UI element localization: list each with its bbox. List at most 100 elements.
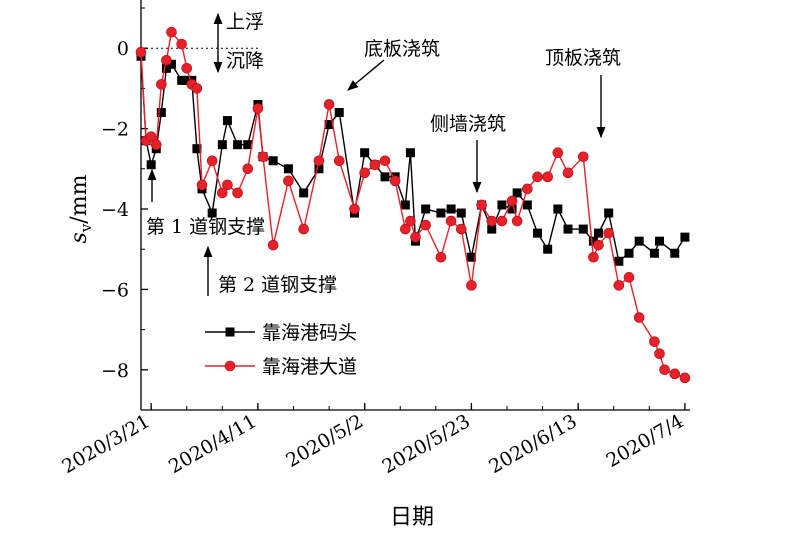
x-tick-label: 2020/5/2 (282, 410, 367, 472)
data-point (466, 280, 477, 291)
data-point (649, 336, 660, 347)
x-axis-title: 日期 (390, 505, 434, 530)
x-tick-label: 2020/5/23 (379, 410, 474, 478)
data-point (298, 223, 309, 235)
data-point (167, 59, 176, 69)
x-tick-label: 2020/4/11 (165, 410, 260, 478)
data-point (283, 164, 293, 174)
data-point (543, 244, 553, 254)
settlement-label: 沉降 (226, 50, 264, 72)
sidewall-pour-label: 侧墙浇筑 (430, 113, 506, 135)
data-point (196, 179, 208, 191)
data-point (623, 272, 635, 283)
data-point (578, 224, 588, 234)
data-point (405, 215, 416, 227)
data-point (624, 248, 634, 258)
data-point (314, 164, 324, 174)
data-point (506, 195, 518, 207)
data-point (649, 248, 659, 258)
data-point (232, 187, 243, 199)
data-point (182, 75, 192, 85)
data-point (181, 63, 193, 74)
data-point (476, 199, 487, 211)
data-point (379, 155, 391, 167)
data-point (455, 223, 467, 235)
data-point (222, 116, 232, 126)
data-point (633, 312, 645, 323)
series-2 (135, 26, 691, 384)
data-point (679, 372, 691, 384)
data-point (553, 204, 563, 214)
data-point (313, 155, 325, 167)
data-point (267, 239, 279, 251)
legend-marker (224, 360, 236, 372)
data-point (217, 140, 227, 150)
data-point (323, 99, 335, 110)
data-point (669, 368, 681, 380)
data-point (659, 364, 670, 376)
data-point (542, 171, 553, 183)
axis-labels: 日期 sv/mm (67, 174, 434, 530)
data-point (177, 75, 187, 85)
data-point (207, 208, 217, 218)
data-point (222, 179, 233, 191)
data-point (161, 54, 172, 66)
data-point (268, 156, 278, 166)
data-point (670, 248, 680, 258)
data-point (333, 155, 345, 167)
data-point (156, 79, 167, 90)
data-point (161, 63, 171, 73)
data-point (604, 208, 614, 218)
data-point (456, 208, 466, 218)
data-point (243, 140, 253, 150)
data-point (532, 171, 543, 183)
data-point (421, 204, 431, 214)
data-point (512, 188, 522, 198)
data-point (283, 175, 294, 187)
floor-pour-label: 底板浇筑 (364, 38, 440, 60)
y-tick-label: −4 (101, 199, 129, 221)
data-point (242, 163, 254, 175)
data-point (176, 38, 187, 50)
data-point (380, 172, 390, 182)
data-point (563, 224, 573, 234)
data-point (436, 208, 446, 218)
data-point (135, 46, 147, 58)
data-point (400, 223, 411, 235)
data-point (522, 183, 533, 195)
data-point (146, 160, 156, 170)
data-point (588, 251, 599, 263)
data-point (655, 236, 664, 246)
x-tick-label: 2020/6/13 (485, 410, 580, 478)
data-point (654, 348, 665, 360)
data-point (299, 188, 309, 198)
data-point (405, 148, 415, 158)
data-point (577, 151, 589, 163)
data-point (603, 227, 614, 239)
data-point (533, 228, 542, 238)
data-point (552, 147, 564, 159)
y-axis-title: sv/mm (67, 174, 95, 243)
data-point (410, 231, 421, 243)
data-point (522, 200, 532, 210)
data-point (217, 187, 228, 199)
roof-pour-label: 顶板浇筑 (545, 47, 621, 69)
strut-2-label: 第 2 道钢支撑 (218, 274, 337, 296)
data-point (562, 167, 574, 179)
data-point (613, 280, 625, 291)
data-point (400, 200, 410, 210)
y-tick-label: 0 (117, 38, 129, 60)
data-point (634, 236, 644, 246)
data-point (257, 151, 269, 163)
data-point (466, 252, 476, 262)
data-point (593, 239, 604, 251)
data-point (507, 204, 517, 214)
data-point (206, 155, 218, 167)
data-point (445, 215, 457, 227)
data-point (324, 120, 334, 130)
legend-label: 靠海港大道 (262, 356, 357, 378)
y-axis-title-sub: v (77, 223, 95, 233)
